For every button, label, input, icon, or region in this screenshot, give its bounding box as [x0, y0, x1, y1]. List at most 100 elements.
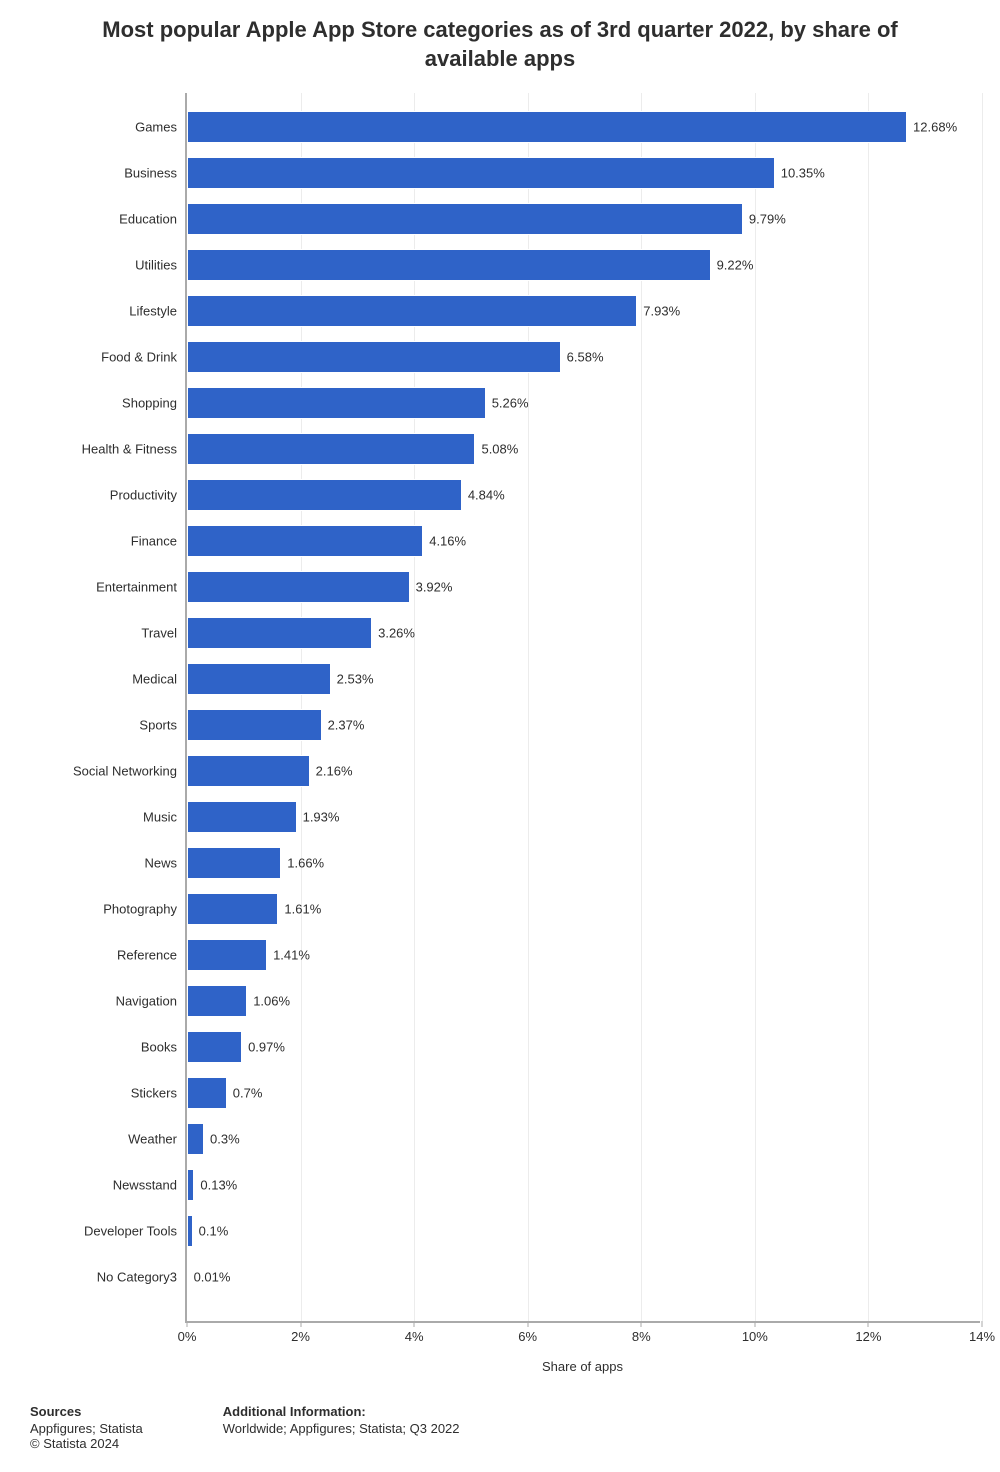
- bar-row: Social Networking2.16%: [187, 751, 980, 791]
- category-label: Social Networking: [73, 764, 177, 779]
- sources-block: Sources Appfigures; Statista © Statista …: [30, 1404, 143, 1451]
- xtick-mark: [300, 1321, 301, 1327]
- bar: [187, 755, 310, 787]
- category-label: Productivity: [110, 488, 177, 503]
- footer: Sources Appfigures; Statista © Statista …: [30, 1404, 970, 1451]
- category-label: Lifestyle: [129, 304, 177, 319]
- value-label: 2.16%: [316, 764, 353, 779]
- bar: [187, 801, 297, 833]
- bar: [187, 387, 486, 419]
- category-label: Business: [124, 166, 177, 181]
- bar-row: Health & Fitness5.08%: [187, 429, 980, 469]
- bar: [187, 1215, 193, 1247]
- bar: [187, 249, 711, 281]
- bar-row: News1.66%: [187, 843, 980, 883]
- category-label: Utilities: [135, 258, 177, 273]
- info-text: Worldwide; Appfigures; Statista; Q3 2022: [223, 1421, 460, 1436]
- xtick-label: 4%: [405, 1329, 424, 1344]
- category-label: Travel: [141, 626, 177, 641]
- sources-line2: © Statista 2024: [30, 1436, 143, 1451]
- bar-row: Navigation1.06%: [187, 981, 980, 1021]
- category-label: Health & Fitness: [82, 442, 177, 457]
- bar: [187, 341, 561, 373]
- xtick-label: 0%: [178, 1329, 197, 1344]
- bar-row: Reference1.41%: [187, 935, 980, 975]
- bar: [187, 1077, 227, 1109]
- bar-row: Entertainment3.92%: [187, 567, 980, 607]
- value-label: 0.01%: [194, 1270, 231, 1285]
- xtick-label: 12%: [855, 1329, 881, 1344]
- value-label: 12.68%: [913, 120, 957, 135]
- xtick-label: 6%: [518, 1329, 537, 1344]
- category-label: No Category3: [97, 1270, 177, 1285]
- value-label: 0.3%: [210, 1132, 240, 1147]
- bar-row: Shopping5.26%: [187, 383, 980, 423]
- value-label: 0.13%: [200, 1178, 237, 1193]
- xtick-label: 2%: [291, 1329, 310, 1344]
- value-label: 10.35%: [781, 166, 825, 181]
- value-label: 7.93%: [643, 304, 680, 319]
- bar: [187, 663, 331, 695]
- chart-container: Most popular Apple App Store categories …: [0, 0, 1000, 1471]
- bar-row: Games12.68%: [187, 107, 980, 147]
- category-label: Food & Drink: [101, 350, 177, 365]
- xtick-mark: [868, 1321, 869, 1327]
- value-label: 5.08%: [481, 442, 518, 457]
- bar-row: Photography1.61%: [187, 889, 980, 929]
- xtick-mark: [527, 1321, 528, 1327]
- bar: [187, 433, 475, 465]
- bar-row: Developer Tools0.1%: [187, 1211, 980, 1251]
- value-label: 0.7%: [233, 1086, 263, 1101]
- category-label: Stickers: [131, 1086, 177, 1101]
- bar: [187, 1123, 204, 1155]
- value-label: 0.1%: [199, 1224, 229, 1239]
- value-label: 5.26%: [492, 396, 529, 411]
- value-label: 4.16%: [429, 534, 466, 549]
- x-axis-label: Share of apps: [185, 1359, 980, 1374]
- sources-heading: Sources: [30, 1404, 143, 1419]
- gridline: [982, 93, 983, 1321]
- value-label: 6.58%: [567, 350, 604, 365]
- value-label: 3.92%: [416, 580, 453, 595]
- bar-row: Food & Drink6.58%: [187, 337, 980, 377]
- category-label: News: [144, 856, 177, 871]
- bar: [187, 203, 743, 235]
- value-label: 2.53%: [337, 672, 374, 687]
- chart-title: Most popular Apple App Store categories …: [70, 16, 930, 73]
- category-label: Reference: [117, 948, 177, 963]
- value-label: 4.84%: [468, 488, 505, 503]
- bar-row: Travel3.26%: [187, 613, 980, 653]
- bar-row: Utilities9.22%: [187, 245, 980, 285]
- xtick-mark: [982, 1321, 983, 1327]
- bar: [187, 709, 322, 741]
- xtick-label: 8%: [632, 1329, 651, 1344]
- bar: [187, 985, 247, 1017]
- bar-row: No Category30.01%: [187, 1257, 980, 1297]
- plot-area: 0%2%4%6%8%10%12%14%Games12.68%Business10…: [185, 93, 980, 1323]
- bar: [187, 893, 278, 925]
- xtick-mark: [754, 1321, 755, 1327]
- category-label: Entertainment: [96, 580, 177, 595]
- bar-row: Business10.35%: [187, 153, 980, 193]
- xtick-mark: [187, 1321, 188, 1327]
- category-label: Sports: [139, 718, 177, 733]
- bar: [187, 939, 267, 971]
- category-label: Photography: [103, 902, 177, 917]
- bar: [187, 1261, 189, 1293]
- bar-row: Lifestyle7.93%: [187, 291, 980, 331]
- category-label: Games: [135, 120, 177, 135]
- value-label: 1.41%: [273, 948, 310, 963]
- bar: [187, 1169, 194, 1201]
- bar-row: Stickers0.7%: [187, 1073, 980, 1113]
- value-label: 2.37%: [328, 718, 365, 733]
- value-label: 3.26%: [378, 626, 415, 641]
- info-block: Additional Information: Worldwide; Appfi…: [223, 1404, 460, 1451]
- category-label: Education: [119, 212, 177, 227]
- category-label: Finance: [131, 534, 177, 549]
- bar-row: Productivity4.84%: [187, 475, 980, 515]
- xtick-mark: [414, 1321, 415, 1327]
- value-label: 1.66%: [287, 856, 324, 871]
- bar: [187, 617, 372, 649]
- bar-row: Books0.97%: [187, 1027, 980, 1067]
- value-label: 9.22%: [717, 258, 754, 273]
